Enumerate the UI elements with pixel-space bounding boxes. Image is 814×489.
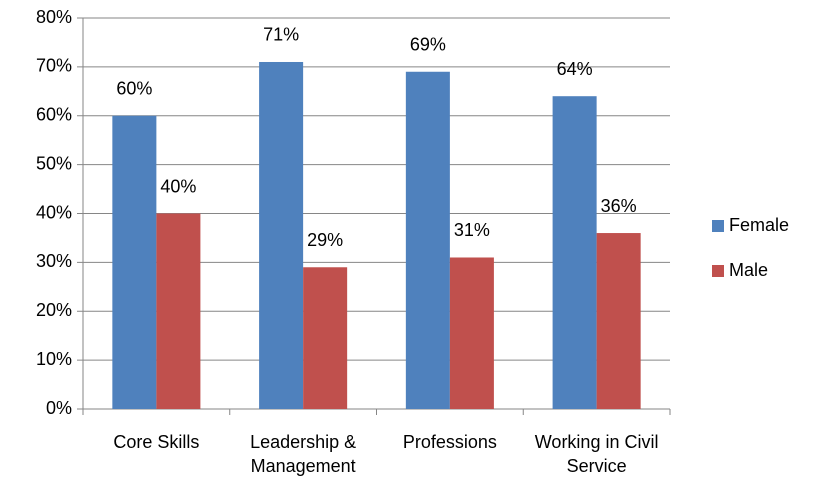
bar [259, 61, 304, 410]
bar [596, 233, 641, 409]
legend-swatch [712, 220, 724, 232]
legend-label: Female [729, 215, 789, 235]
y-tick-label: 40% [36, 202, 72, 222]
y-tick-label: 10% [36, 349, 72, 369]
y-tick-label: 50% [36, 153, 72, 173]
x-tick-label: Leadership & Management [250, 432, 357, 476]
data-label: 69% [410, 35, 446, 55]
data-label: 29% [307, 230, 343, 250]
y-tick-label: 20% [36, 300, 72, 320]
data-label: 31% [454, 220, 490, 240]
legend-label: Male [729, 260, 768, 280]
x-tick-label: Professions [402, 432, 497, 452]
data-label: 64% [557, 59, 593, 79]
y-tick-label: 30% [36, 251, 72, 271]
x-tick-label: Core Skills [113, 432, 200, 452]
x-tick-label: Working in Civil Service [534, 432, 659, 476]
data-label: 36% [601, 196, 637, 216]
bar [156, 213, 201, 409]
bar [449, 257, 494, 409]
y-tick-label: 70% [36, 56, 72, 76]
y-tick-label: 60% [36, 105, 72, 125]
legend-swatch [712, 265, 724, 277]
y-tick-label: 0% [46, 398, 72, 418]
bar [552, 96, 597, 409]
data-label: 40% [160, 176, 196, 196]
y-tick-label: 80% [36, 7, 72, 27]
bar [112, 115, 157, 409]
data-label: 71% [263, 25, 299, 45]
bar [303, 267, 348, 409]
bar [405, 71, 450, 409]
data-label: 60% [116, 79, 152, 99]
